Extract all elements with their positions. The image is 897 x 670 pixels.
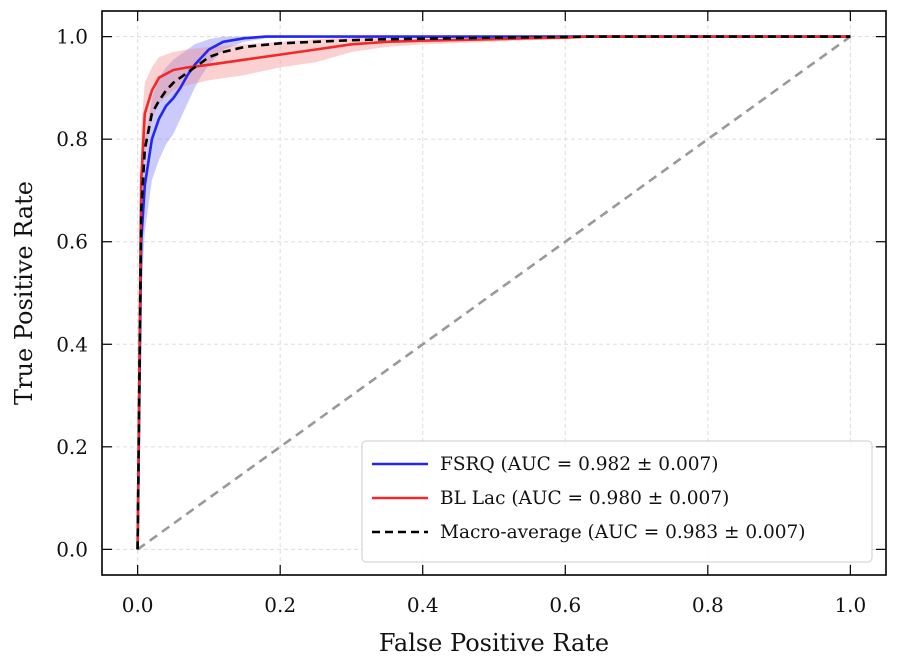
legend-label: FSRQ (AUC = 0.982 ± 0.007): [440, 454, 718, 475]
x-tick-label: 0.6: [549, 593, 581, 617]
y-tick-label: 0.8: [56, 127, 88, 151]
x-tick-label: 0.0: [122, 593, 154, 617]
x-tick-label: 0.8: [692, 593, 724, 617]
series-line: [136, 35, 851, 550]
y-tick-label: 1.0: [56, 25, 88, 49]
legend-box: [361, 440, 873, 563]
legend-label: BL Lac (AUC = 0.980 ± 0.007): [440, 488, 729, 509]
chance-diagonal-line: [136, 35, 852, 551]
series-line: [136, 35, 851, 550]
x-tick-label: 0.2: [264, 593, 296, 617]
x-axis-label: False Positive Rate: [379, 629, 609, 657]
y-tick-label: 0.2: [56, 435, 88, 459]
legend: FSRQ (AUC = 0.982 ± 0.007) BL Lac (AUC = …: [361, 440, 873, 563]
y-tick-label: 0.4: [56, 332, 88, 356]
y-tick-label: 0.0: [56, 537, 88, 561]
x-tick-label: 1.0: [834, 593, 866, 617]
plot-frame: [101, 10, 887, 576]
y-tick-label: 0.6: [56, 230, 88, 254]
axis-ticks: [102, 11, 886, 575]
series-line: [136, 35, 851, 550]
legend-entries: FSRQ (AUC = 0.982 ± 0.007) BL Lac (AUC = …: [372, 454, 806, 543]
x-tick-label: 0.4: [407, 593, 439, 617]
legend-label: Macro-average (AUC = 0.983 ± 0.007): [440, 522, 806, 543]
series-lines: [136, 35, 852, 551]
y-axis-label: True Positive Rate: [10, 181, 38, 405]
tick-labels: 0.0 0.2 0.4 0.6 0.8 1.0 0.0 0.2 0.4 0.6 0.8 1.0: [56, 25, 866, 617]
